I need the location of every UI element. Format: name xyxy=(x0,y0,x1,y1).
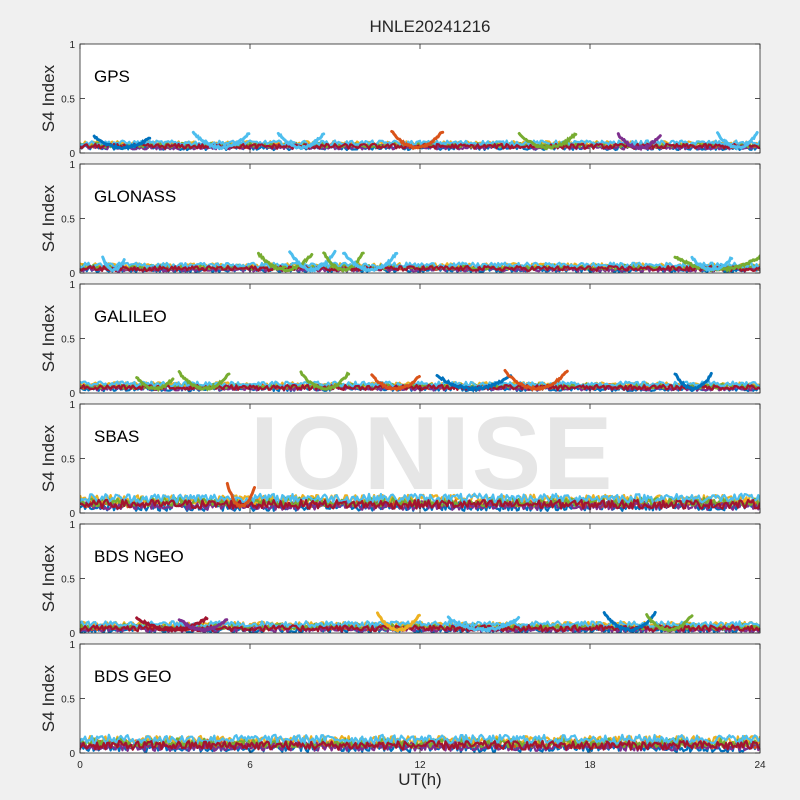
satellite-arc xyxy=(177,370,231,392)
baseline-series xyxy=(80,383,760,391)
baseline-series xyxy=(80,739,760,751)
baseline-series xyxy=(80,733,760,745)
satellite-arc xyxy=(376,611,421,633)
satellite-arc xyxy=(616,132,662,152)
satellite-arc xyxy=(602,610,657,633)
satellite-arc xyxy=(299,370,351,392)
y-tick-label: 0.5 xyxy=(61,335,75,346)
satellite-arc xyxy=(435,374,513,393)
panel-bds-geo: 0 0.5 1 0 6 12 18 24 BDS GEO S4 Index xyxy=(39,640,766,771)
panel-gps: 0 0.5 1 GPS S4 Index xyxy=(39,40,761,160)
satellite-arc xyxy=(503,369,569,392)
data-marks xyxy=(80,610,760,633)
plot-area xyxy=(80,644,760,753)
y-tick-label: 0.5 xyxy=(61,455,75,466)
baseline-series xyxy=(80,492,760,504)
y-tick-label: 0 xyxy=(69,749,75,760)
panel-galileo: 0 0.5 1 GALILEO S4 Index xyxy=(39,280,761,400)
panel-glonass: 0 0.5 1 GLONASS S4 Index xyxy=(39,160,761,280)
satellite-arc xyxy=(342,251,399,273)
baseline-series xyxy=(80,261,760,269)
satellite-arc xyxy=(225,481,256,510)
y-tick-label: 1 xyxy=(69,40,75,51)
y-tick-label: 0 xyxy=(69,389,75,400)
figure-title: HNLE20241216 xyxy=(369,17,491,36)
satellite-arc xyxy=(322,251,365,273)
y-tick-label: 0 xyxy=(69,629,75,640)
satellite-arc xyxy=(276,131,326,151)
x-tick-label: 6 xyxy=(247,760,253,771)
panel-label: GALILEO xyxy=(94,307,167,326)
x-tick-label: 18 xyxy=(584,760,596,771)
panel-label: GPS xyxy=(94,67,130,86)
satellite-arc xyxy=(645,613,694,633)
satellite-arc xyxy=(690,255,734,272)
baseline-series xyxy=(80,498,760,510)
satellite-arc xyxy=(135,376,175,393)
y-axis-label: S4 Index xyxy=(39,184,58,252)
data-marks xyxy=(80,129,760,152)
y-tick-label: 0 xyxy=(69,269,75,280)
y-tick-label: 1 xyxy=(69,280,75,291)
x-tick-label: 12 xyxy=(414,760,426,771)
y-axis-label: S4 Index xyxy=(39,664,58,732)
data-marks xyxy=(80,733,760,753)
plot-area xyxy=(80,164,760,273)
panel-label: BDS NGEO xyxy=(94,547,184,566)
satellite-arc xyxy=(390,129,445,151)
baseline-series xyxy=(80,139,760,147)
satellite-arc xyxy=(716,131,759,151)
y-axis-label: S4 Index xyxy=(39,304,58,372)
y-tick-label: 1 xyxy=(69,640,75,651)
y-tick-label: 1 xyxy=(69,520,75,531)
satellite-arc xyxy=(177,618,229,633)
y-tick-label: 0 xyxy=(69,509,75,520)
y-tick-label: 0.5 xyxy=(61,695,75,706)
panel-sbas: 0 0.5 1 SBAS S4 Index xyxy=(39,400,761,520)
satellite-arc xyxy=(92,134,152,151)
satellite-arc xyxy=(191,130,251,151)
y-axis-label: S4 Index xyxy=(39,424,58,492)
panel-label: SBAS xyxy=(94,427,139,446)
satellite-arc xyxy=(517,132,578,151)
y-tick-label: 1 xyxy=(69,400,75,411)
satellite-arc xyxy=(288,249,337,273)
satellite-arc xyxy=(446,615,521,633)
satellite-arc xyxy=(101,255,126,272)
y-axis-label: S4 Index xyxy=(39,544,58,612)
satellite-arc xyxy=(673,371,713,391)
satellite-arc xyxy=(370,373,421,392)
satellite-arc xyxy=(135,616,209,633)
data-marks xyxy=(80,481,760,512)
x-tick-label: 24 xyxy=(754,760,766,771)
y-tick-label: 0.5 xyxy=(61,575,75,586)
satellite-arc xyxy=(257,251,314,273)
x-tick-label: 0 xyxy=(77,760,83,771)
panel-bds-ngeo: 0 0.5 1 BDS NGEO S4 Index xyxy=(39,520,761,640)
y-tick-label: 0.5 xyxy=(61,215,75,226)
y-tick-label: 0 xyxy=(69,149,75,160)
y-axis-label: S4 Index xyxy=(39,64,58,132)
y-tick-label: 1 xyxy=(69,160,75,171)
x-axis-label: UT(h) xyxy=(398,770,442,789)
data-marks xyxy=(80,369,760,393)
plot-area xyxy=(80,284,760,393)
y-tick-label: 0.5 xyxy=(61,95,75,106)
panel-label: BDS GEO xyxy=(94,667,171,686)
baseline-series xyxy=(80,624,760,633)
panel-label: GLONASS xyxy=(94,187,176,206)
